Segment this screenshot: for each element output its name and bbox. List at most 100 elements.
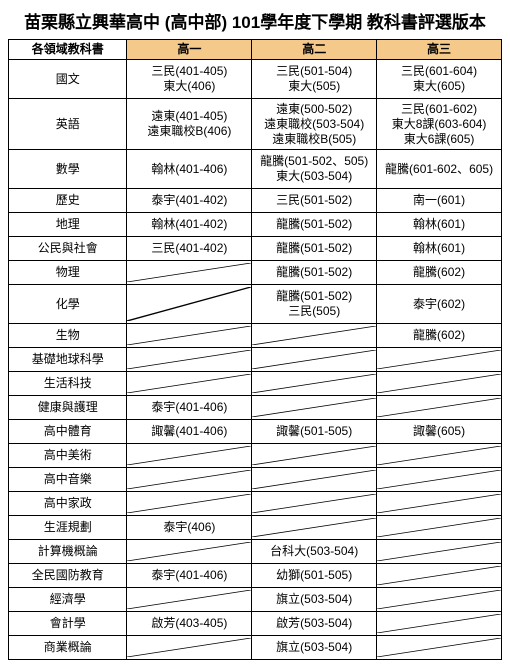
table-row: 生涯規劃泰宇(406) <box>9 516 502 540</box>
grade2-cell <box>252 348 377 372</box>
subject-cell: 國文 <box>9 60 127 99</box>
table-row: 計算機概論 台科大(503-504) <box>9 540 502 564</box>
grade3-cell: 諏馨(605) <box>377 420 502 444</box>
grade1-cell: 諏馨(401-406) <box>127 420 252 444</box>
subject-cell: 基礎地球科學 <box>9 348 127 372</box>
table-row: 健康與護理泰宇(401-406) <box>9 396 502 420</box>
grade2-cell: 龍騰(501-502) <box>252 237 377 261</box>
grade2-cell: 諏馨(501-505) <box>252 420 377 444</box>
subject-cell: 生活科技 <box>9 372 127 396</box>
table-row: 國文三民(401-405)東大(406)三民(501-504)東大(505)三民… <box>9 60 502 99</box>
table-row: 英語遠東(401-405)遠東職校B(406)遠東(500-502)遠東職校(5… <box>9 99 502 150</box>
grade2-cell: 龍騰(501-502) <box>252 261 377 285</box>
grade1-cell: 翰林(401-406) <box>127 150 252 189</box>
table-row: 生活科技 <box>9 372 502 396</box>
grade1-cell: 翰林(401-402) <box>127 213 252 237</box>
page-title: 苗栗縣立興華高中 (高中部) 101學年度下學期 教科書評選版本 <box>8 8 502 33</box>
subject-cell: 高中美術 <box>9 444 127 468</box>
grade1-cell: 泰宇(401-406) <box>127 396 252 420</box>
grade2-cell <box>252 516 377 540</box>
grade1-cell <box>127 636 252 660</box>
grade3-cell: 翰林(601) <box>377 237 502 261</box>
table-row: 數學翰林(401-406)龍騰(501-502、505)東大(503-504)龍… <box>9 150 502 189</box>
grade3-cell: 龍騰(602) <box>377 261 502 285</box>
grade2-cell: 龍騰(501-502)三民(505) <box>252 285 377 324</box>
subject-cell: 數學 <box>9 150 127 189</box>
table-row: 高中家政 <box>9 492 502 516</box>
grade2-cell: 啟芳(503-504) <box>252 612 377 636</box>
table-row: 會計學啟芳(403-405)啟芳(503-504) <box>9 612 502 636</box>
grade3-cell <box>377 468 502 492</box>
grade1-cell <box>127 261 252 285</box>
grade2-cell: 龍騰(501-502) <box>252 213 377 237</box>
grade3-cell <box>377 516 502 540</box>
header-grade-1: 高一 <box>127 40 252 60</box>
grade3-cell: 泰宇(602) <box>377 285 502 324</box>
grade1-cell <box>127 468 252 492</box>
grade3-cell <box>377 444 502 468</box>
table-row: 高中美術 <box>9 444 502 468</box>
grade3-cell <box>377 396 502 420</box>
table-row: 高中音樂 <box>9 468 502 492</box>
table-row: 全民國防教育泰宇(401-406)幼獅(501-505) <box>9 564 502 588</box>
grade3-cell <box>377 492 502 516</box>
grade3-cell <box>377 372 502 396</box>
table-row: 化學 龍騰(501-502)三民(505)泰宇(602) <box>9 285 502 324</box>
grade1-cell: 泰宇(406) <box>127 516 252 540</box>
table-row: 商業概論旗立(503-504) <box>9 636 502 660</box>
table-header-row: 各領域教科書 高一 高二 高三 <box>9 40 502 60</box>
grade1-cell <box>127 348 252 372</box>
grade1-cell <box>127 324 252 348</box>
table-row: 物理 龍騰(501-502)龍騰(602) <box>9 261 502 285</box>
grade1-cell <box>127 372 252 396</box>
grade3-cell <box>377 636 502 660</box>
grade3-cell <box>377 540 502 564</box>
subject-cell: 公民與社會 <box>9 237 127 261</box>
header-grade-3: 高三 <box>377 40 502 60</box>
grade3-cell: 南一(601) <box>377 189 502 213</box>
grade1-cell: 啟芳(403-405) <box>127 612 252 636</box>
subject-cell: 高中體育 <box>9 420 127 444</box>
header-grade-2: 高二 <box>252 40 377 60</box>
grade2-cell: 三民(501-502) <box>252 189 377 213</box>
subject-cell: 健康與護理 <box>9 396 127 420</box>
subject-cell: 會計學 <box>9 612 127 636</box>
textbook-table: 各領域教科書 高一 高二 高三 國文三民(401-405)東大(406)三民(5… <box>8 39 502 660</box>
table-row: 生物 龍騰(602) <box>9 324 502 348</box>
subject-cell: 高中家政 <box>9 492 127 516</box>
grade3-cell <box>377 612 502 636</box>
grade3-cell: 龍騰(602) <box>377 324 502 348</box>
grade3-cell: 三民(601-604)東大(605) <box>377 60 502 99</box>
grade2-cell <box>252 492 377 516</box>
grade1-cell: 三民(401-402) <box>127 237 252 261</box>
subject-cell: 生物 <box>9 324 127 348</box>
subject-cell: 高中音樂 <box>9 468 127 492</box>
grade1-cell <box>127 444 252 468</box>
grade3-cell <box>377 348 502 372</box>
grade1-cell <box>127 540 252 564</box>
subject-cell: 計算機概論 <box>9 540 127 564</box>
grade2-cell <box>252 372 377 396</box>
grade3-cell: 翰林(601) <box>377 213 502 237</box>
grade2-cell <box>252 444 377 468</box>
grade2-cell: 台科大(503-504) <box>252 540 377 564</box>
grade2-cell: 三民(501-504)東大(505) <box>252 60 377 99</box>
table-row: 地理翰林(401-402)龍騰(501-502)翰林(601) <box>9 213 502 237</box>
grade2-cell <box>252 324 377 348</box>
subject-cell: 地理 <box>9 213 127 237</box>
subject-cell: 生涯規劃 <box>9 516 127 540</box>
grade1-cell: 遠東(401-405)遠東職校B(406) <box>127 99 252 150</box>
grade3-cell <box>377 564 502 588</box>
subject-cell: 物理 <box>9 261 127 285</box>
grade2-cell <box>252 396 377 420</box>
grade1-cell: 泰宇(401-406) <box>127 564 252 588</box>
subject-cell: 化學 <box>9 285 127 324</box>
grade1-cell <box>127 492 252 516</box>
subject-cell: 歷史 <box>9 189 127 213</box>
header-subject: 各領域教科書 <box>9 40 127 60</box>
subject-cell: 英語 <box>9 99 127 150</box>
table-row: 公民與社會三民(401-402)龍騰(501-502)翰林(601) <box>9 237 502 261</box>
grade1-cell: 泰宇(401-402) <box>127 189 252 213</box>
grade2-cell: 幼獅(501-505) <box>252 564 377 588</box>
grade2-cell: 遠東(500-502)遠東職校(503-504)遠東職校B(505) <box>252 99 377 150</box>
